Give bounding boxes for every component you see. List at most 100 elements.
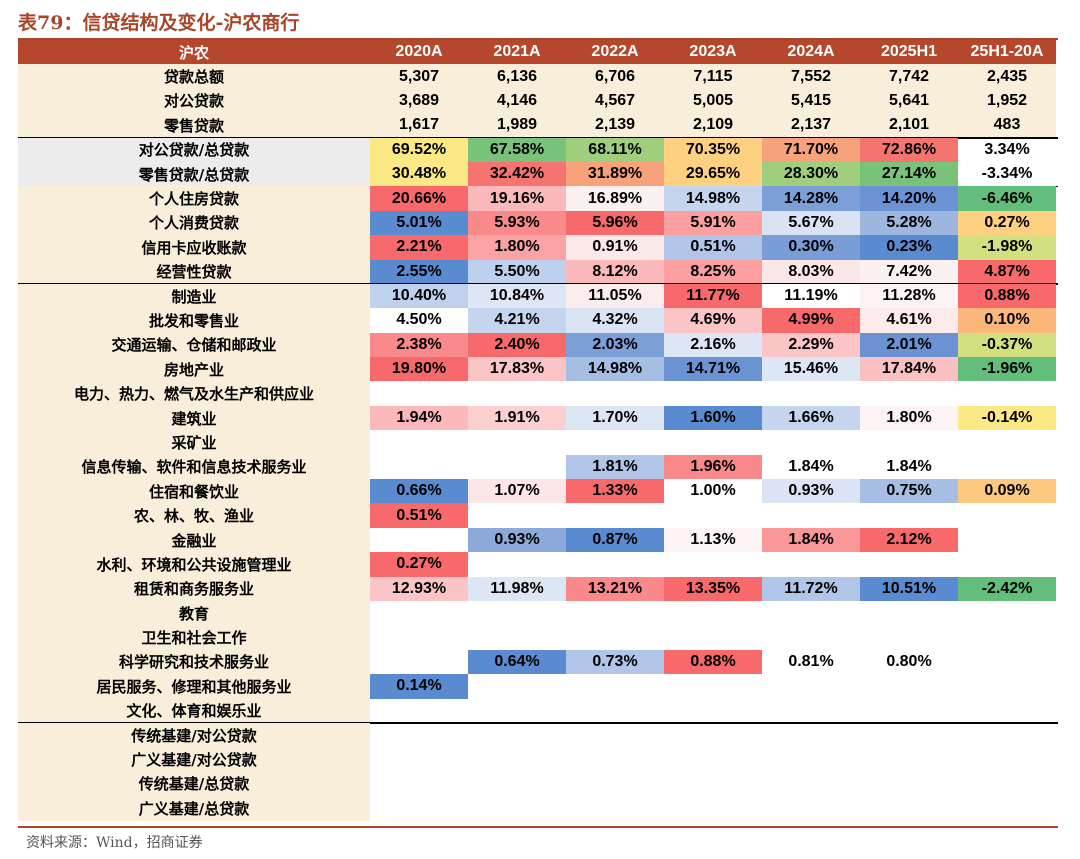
value-cell: 2.38% (370, 332, 468, 358)
row-label: 电力、热力、燃气及水生产和供应业 (18, 381, 370, 406)
value-cell: 5.01% (370, 210, 468, 236)
credit-structure-table: 沪农 2020A 2021A 2022A 2023A 2024A 2025H1 … (18, 40, 1058, 821)
value-cell (762, 772, 860, 796)
value-cell: 14.98% (566, 357, 664, 382)
value-cell: -6.46% (958, 186, 1056, 211)
value-cell: 0.91% (566, 235, 664, 260)
row-label: 采矿业 (18, 430, 370, 455)
value-cell: 11.77% (664, 283, 762, 309)
value-cell (958, 723, 1056, 747)
table-row: 采矿业 (18, 430, 1058, 455)
value-cell: 32.42% (468, 161, 566, 187)
row-label: 零售贷款 (18, 113, 370, 138)
value-cell (468, 625, 566, 649)
value-cell: -0.14% (958, 405, 1056, 431)
value-cell: 5.28% (860, 210, 958, 236)
table-row: 科学研究和技术服务业 0.64% 0.73% 0.88% 0.81% 0.80% (18, 649, 1058, 675)
value-cell: 13.21% (566, 576, 664, 601)
table-row: 零售贷款 1,617 1,989 2,139 2,109 2,137 2,101 483 (18, 113, 1058, 139)
value-cell: 28.30% (762, 161, 860, 187)
value-cell: 14.71% (664, 357, 762, 382)
row-label: 对公贷款 (18, 88, 370, 114)
value-cell (958, 528, 1056, 552)
value-cell (958, 503, 1056, 527)
value-cell: 17.83% (468, 357, 566, 382)
row-label: 零售贷款/总贷款 (18, 161, 370, 187)
row-label: 居民服务、修理和其他服务业 (18, 674, 370, 699)
value-cell: 15.46% (762, 357, 860, 382)
value-cell: 11.72% (762, 576, 860, 601)
value-cell: 30.48% (370, 161, 468, 187)
value-cell (370, 772, 468, 796)
bottom-rule (18, 826, 1058, 828)
value-cell (468, 455, 566, 479)
value-cell (566, 747, 664, 771)
value-cell: 7.42% (860, 259, 958, 284)
value-cell (370, 699, 468, 723)
row-label: 建筑业 (18, 405, 370, 431)
value-cell: 2.29% (762, 332, 860, 358)
row-label: 批发和零售业 (18, 308, 370, 333)
value-cell: 5.67% (762, 210, 860, 236)
value-cell: 2.01% (860, 332, 958, 358)
value-cell: -3.34% (981, 165, 1033, 183)
value-cell (762, 796, 860, 820)
value-cell: 0.88% (958, 283, 1056, 309)
value-cell (860, 381, 958, 405)
value-cell (370, 381, 468, 405)
value-cell (566, 625, 664, 649)
value-cell: 1.07% (468, 479, 566, 504)
value-cell: 4,567 (566, 88, 664, 114)
value-cell: 1.84% (860, 454, 958, 480)
table-row: 金融业 0.93% 0.87% 1.13% 1.84% 2.12% (18, 527, 1058, 553)
value-cell: 2,137 (762, 113, 860, 138)
value-cell: 5,415 (762, 88, 860, 114)
header-col-2020A: 2020A (370, 40, 468, 65)
value-cell: 5.91% (664, 210, 762, 236)
value-cell: 4.61% (860, 308, 958, 333)
row-label: 教育 (18, 600, 370, 626)
header-col-2021A: 2021A (468, 40, 566, 65)
row-label: 交通运输、仓储和邮政业 (18, 332, 370, 358)
value-cell (566, 430, 664, 454)
value-cell: 1.81% (566, 454, 664, 480)
value-cell (958, 601, 1056, 625)
value-cell: 0.93% (762, 479, 860, 504)
value-cell (566, 552, 664, 576)
value-cell: 5,641 (860, 88, 958, 114)
value-cell: 20.66% (370, 186, 468, 211)
table-row: 居民服务、修理和其他服务业 0.14% (18, 674, 1058, 699)
value-cell: 483 (958, 113, 1056, 138)
value-cell (860, 552, 958, 576)
value-cell: 71.70% (762, 137, 860, 162)
value-cell: 1.94% (370, 405, 468, 431)
value-cell (958, 625, 1056, 649)
value-cell (468, 723, 566, 747)
value-cell: 4.21% (468, 308, 566, 333)
table-row: 广义基建/总贷款 (18, 796, 1058, 821)
value-cell: 2,109 (664, 113, 762, 138)
value-cell (762, 381, 860, 405)
value-cell: 12.93% (370, 576, 468, 601)
value-cell (762, 430, 860, 454)
value-cell: 4.50% (370, 308, 468, 333)
value-cell: 10.51% (860, 576, 958, 601)
row-label: 贷款总额 (18, 64, 370, 89)
value-cell: 0.87% (566, 527, 664, 553)
value-cell (566, 772, 664, 796)
value-cell: -1.98% (958, 235, 1056, 260)
value-cell (664, 552, 762, 576)
value-cell: 2.21% (370, 235, 468, 260)
table-row: 租赁和商务服务业 12.93% 11.98% 13.21% 13.35% 11.72% 10… (18, 576, 1058, 601)
value-cell (860, 503, 958, 527)
row-label: 水利、环境和公共设施管理业 (18, 552, 370, 577)
header-label: 沪农 (18, 40, 370, 65)
source-note: 资料来源：Wind，招商证券 (26, 835, 203, 851)
row-label: 金融业 (18, 527, 370, 553)
table-row: 广义基建/对公贷款 (18, 747, 1058, 772)
value-cell (566, 674, 664, 698)
value-cell (468, 674, 566, 698)
value-cell: 6,136 (468, 64, 566, 89)
value-cell (370, 430, 468, 454)
table-row: 农、林、牧、渔业 0.51% (18, 503, 1058, 528)
